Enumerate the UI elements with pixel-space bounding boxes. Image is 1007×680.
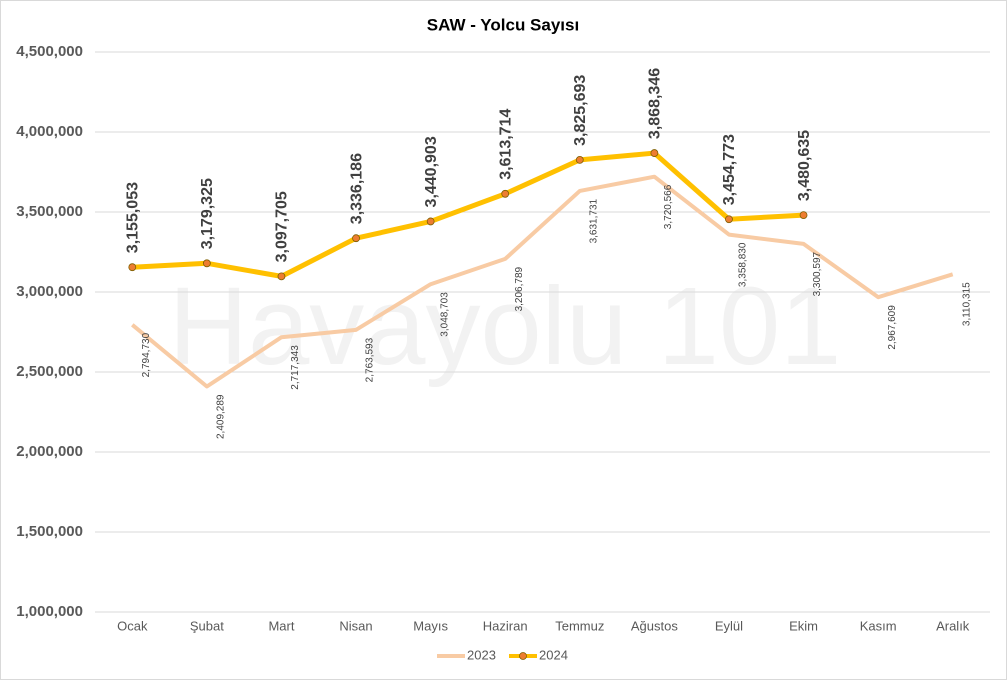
marker [799, 211, 808, 219]
y-tick-label: 1,500,000 [16, 523, 83, 540]
series-line [132, 150, 804, 279]
data-label: 3,720,566 [663, 184, 674, 229]
data-label: 3,358,830 [738, 242, 749, 287]
marker [202, 259, 211, 268]
y-tick-label: 3,500,000 [16, 203, 83, 220]
x-tick-label: Eylül [715, 618, 743, 633]
marker [277, 272, 286, 281]
x-tick-label: Mart [268, 618, 294, 633]
chart-title: SAW - Yolcu Sayısı [427, 15, 579, 34]
legend-label: 2024 [539, 647, 568, 662]
x-tick-label: Ocak [117, 618, 148, 633]
y-tick-label: 1,000,000 [16, 603, 83, 620]
data-label: 3,300,597 [812, 251, 823, 296]
marker [501, 189, 510, 198]
x-tick-label: Kasım [860, 618, 897, 633]
data-label: 3,613,714 [497, 109, 514, 180]
data-label: 3,097,705 [274, 191, 291, 262]
legend-marker [519, 652, 527, 660]
marker [575, 155, 584, 164]
x-tick-label: Aralık [936, 618, 970, 633]
x-tick-label: Ekim [789, 618, 818, 633]
data-label: 2,409,289 [216, 394, 227, 439]
x-tick-label: Haziran [483, 618, 528, 633]
data-label: 3,179,325 [199, 178, 216, 249]
x-tick-label: Ağustos [631, 618, 678, 633]
data-label: 3,206,789 [514, 266, 525, 311]
legend-label: 2023 [467, 647, 496, 662]
y-tick-label: 4,500,000 [16, 43, 83, 60]
x-tick-label: Temmuz [555, 618, 604, 633]
data-label: 3,631,731 [588, 198, 599, 243]
marker [426, 217, 435, 226]
y-tick-label: 4,000,000 [16, 123, 83, 140]
data-label: 3,825,693 [572, 75, 589, 146]
x-tick-label: Nisan [339, 618, 372, 633]
x-tick-label: Şubat [190, 618, 224, 633]
data-label: 2,794,730 [141, 332, 152, 377]
data-label: 2,717,343 [290, 345, 301, 390]
data-label: 2,763,593 [365, 337, 376, 382]
data-label: 3,454,773 [721, 134, 738, 205]
y-tick-label: 3,000,000 [16, 283, 83, 300]
series-line [131, 174, 954, 389]
marker [128, 263, 137, 272]
data-label: 3,336,186 [348, 153, 365, 224]
watermark: Havayolu 101 [169, 265, 842, 388]
data-label: 3,868,346 [647, 68, 664, 139]
marker [650, 149, 659, 157]
data-label: 3,155,053 [125, 182, 142, 253]
x-tick-label: Mayıs [413, 618, 448, 633]
data-label: 3,480,635 [796, 130, 813, 201]
data-label: 3,440,903 [423, 136, 440, 207]
y-tick-label: 2,500,000 [16, 363, 83, 380]
data-label: 3,048,703 [439, 292, 450, 337]
y-tick-label: 2,000,000 [16, 443, 83, 460]
marker [352, 234, 360, 243]
data-label: 2,967,609 [887, 305, 898, 350]
data-label: 3,110,315 [961, 282, 972, 326]
marker [725, 215, 733, 224]
